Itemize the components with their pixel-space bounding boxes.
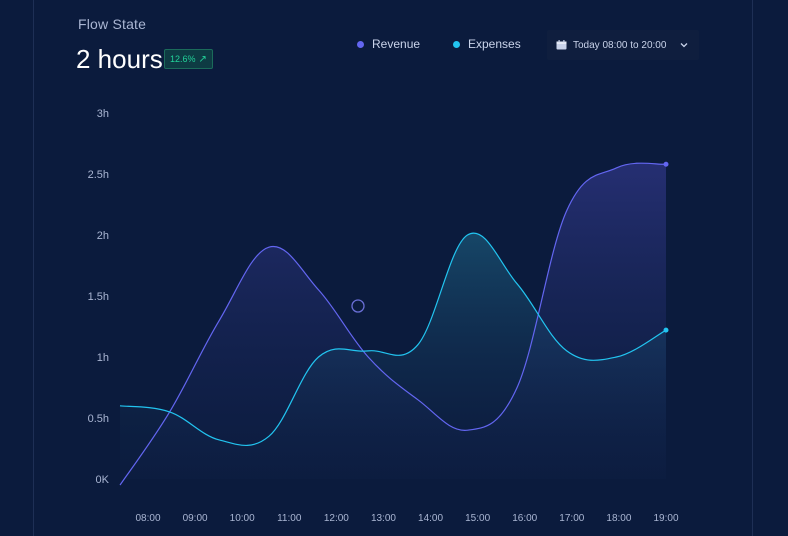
y-tick-label: 0K bbox=[96, 474, 110, 486]
chevron-down-icon bbox=[679, 40, 689, 50]
x-tick-label: 14:00 bbox=[418, 513, 443, 524]
change-percent: 12.6% bbox=[170, 54, 196, 64]
x-tick-label: 13:00 bbox=[371, 513, 396, 524]
x-tick-label: 11:00 bbox=[277, 513, 302, 524]
legend-item-expenses[interactable]: Expenses bbox=[453, 37, 521, 51]
x-tick-label: 17:00 bbox=[559, 513, 584, 524]
x-tick-label: 08:00 bbox=[135, 513, 160, 524]
x-tick-label: 10:00 bbox=[230, 513, 255, 524]
line-expenses[interactable] bbox=[119, 232, 667, 446]
hover-indicator-icon[interactable] bbox=[351, 299, 365, 313]
revenue-dot-icon bbox=[357, 40, 364, 48]
y-tick-label: 1.5h bbox=[88, 291, 109, 303]
x-axis: 08:00 09:00 10:00 11:00 12:00 13:00 14:00 15:00… bbox=[135, 513, 678, 524]
arrow-up-right-icon: ↗ bbox=[198, 53, 207, 65]
total-value: 2 hours bbox=[76, 44, 163, 74]
x-tick-label: 12:00 bbox=[324, 513, 349, 524]
y-axis: 0K 0.5h 1h 1.5h 2h 2.5h 3h bbox=[88, 108, 110, 486]
y-tick-label: 2.5h bbox=[88, 169, 109, 181]
endpoint-expenses[interactable] bbox=[663, 327, 669, 333]
calendar-icon bbox=[556, 40, 567, 50]
series-lines bbox=[119, 161, 669, 486]
legend-label-revenue: Revenue bbox=[372, 37, 421, 51]
x-tick-label: 16:00 bbox=[512, 513, 537, 524]
series-areas bbox=[120, 163, 666, 486]
y-tick-label: 3h bbox=[97, 108, 109, 120]
date-range-select[interactable]: Today 08:00 to 20:00 bbox=[547, 30, 699, 60]
legend-item-revenue[interactable]: Revenue bbox=[357, 37, 420, 51]
card-frame bbox=[33, 0, 753, 536]
line-revenue[interactable] bbox=[119, 162, 667, 486]
endpoint-revenue[interactable] bbox=[663, 161, 669, 167]
x-tick-label: 15:00 bbox=[465, 513, 490, 524]
x-tick-label: 09:00 bbox=[183, 513, 208, 524]
y-tick-label: 2h bbox=[97, 230, 109, 242]
legend-label-expenses: Expenses bbox=[468, 37, 521, 51]
y-tick-label: 1h bbox=[97, 352, 109, 364]
y-tick-label: 0.5h bbox=[88, 413, 109, 425]
area-expenses bbox=[120, 233, 666, 479]
card-title: Flow State bbox=[78, 16, 147, 32]
x-tick-label: 18:00 bbox=[606, 513, 631, 524]
date-range-label: Today 08:00 to 20:00 bbox=[573, 39, 667, 51]
change-badge: 12.6% ↗ bbox=[164, 49, 213, 69]
expenses-dot-icon bbox=[453, 40, 460, 48]
x-tick-label: 19:00 bbox=[653, 513, 678, 524]
